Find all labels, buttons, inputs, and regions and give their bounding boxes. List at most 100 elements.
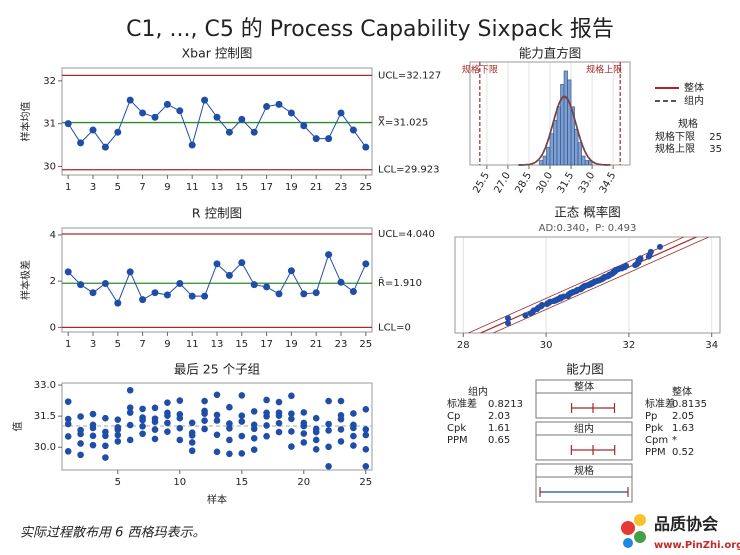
point xyxy=(201,417,208,425)
ucl-label: UCL=4.040 xyxy=(378,229,435,240)
point xyxy=(275,100,283,108)
point xyxy=(226,420,233,427)
point xyxy=(250,281,258,289)
point xyxy=(362,445,370,453)
point xyxy=(201,292,209,300)
spec-table-label: 规格上限 xyxy=(655,142,695,155)
x-tick-label: 32 xyxy=(623,340,636,351)
point xyxy=(238,412,246,420)
y-tick-label: 33.0 xyxy=(34,380,56,391)
x-tick-label: 23 xyxy=(335,339,348,350)
point xyxy=(238,392,246,399)
x-tick-label: 10 xyxy=(173,477,186,488)
x-tick-label: 19 xyxy=(285,339,298,350)
point xyxy=(362,406,370,413)
point xyxy=(312,135,320,143)
point xyxy=(275,290,283,298)
point xyxy=(362,431,370,439)
x-tick-label: 25 xyxy=(359,182,372,193)
x-tick-label: 28 xyxy=(457,340,470,351)
point xyxy=(77,426,84,434)
bar xyxy=(577,142,582,166)
y-axis-label: 样本极差 xyxy=(19,260,32,300)
point xyxy=(163,100,171,108)
point xyxy=(64,433,72,440)
point xyxy=(250,435,258,442)
point xyxy=(362,143,370,151)
point xyxy=(164,419,171,427)
x-tick-label: 34.5 xyxy=(598,171,619,196)
point xyxy=(263,283,271,291)
point xyxy=(213,411,221,419)
point xyxy=(250,408,258,415)
point xyxy=(226,403,233,411)
point xyxy=(139,109,147,117)
point xyxy=(139,405,146,413)
point xyxy=(312,414,320,422)
point xyxy=(325,462,332,470)
point xyxy=(522,312,529,319)
point xyxy=(114,416,122,423)
point xyxy=(300,409,308,416)
x-tick-label: 5 xyxy=(115,477,121,488)
stat-label: 标准差 xyxy=(645,397,675,410)
point xyxy=(350,421,357,429)
point xyxy=(213,391,221,399)
point xyxy=(77,451,84,459)
point xyxy=(201,397,208,405)
point xyxy=(337,438,345,445)
stats-title: 组内 xyxy=(468,385,488,398)
x-tick-label: 19 xyxy=(285,182,298,193)
point xyxy=(188,419,196,427)
spec-label: 规格下限 xyxy=(462,64,498,76)
point xyxy=(238,418,246,425)
point xyxy=(89,289,97,297)
point xyxy=(188,292,196,300)
point xyxy=(238,450,246,457)
spec-table-label: 规格下限 xyxy=(655,130,695,143)
bar xyxy=(574,128,579,166)
point xyxy=(288,392,295,400)
point xyxy=(325,443,332,451)
x-tick-label: 21 xyxy=(310,339,323,350)
point xyxy=(176,279,184,287)
point xyxy=(300,430,308,437)
x-tick-label: 28.5 xyxy=(513,171,534,196)
x-tick-label: 5 xyxy=(115,339,121,350)
point xyxy=(337,412,345,419)
point xyxy=(126,436,134,444)
panel-title: 能力直方图 xyxy=(519,46,582,61)
point xyxy=(114,431,122,439)
point xyxy=(337,397,345,405)
spec-table-value: 25 xyxy=(709,132,722,143)
stat-value: 2.03 xyxy=(488,411,510,422)
stat-label: PPM xyxy=(645,447,666,458)
point xyxy=(505,320,511,327)
bar xyxy=(546,146,551,166)
bar xyxy=(584,160,589,166)
point xyxy=(64,120,72,128)
point xyxy=(126,404,134,411)
point xyxy=(288,410,295,417)
spec-table-title: 规格 xyxy=(678,117,698,130)
box-frame xyxy=(535,379,633,419)
point xyxy=(126,421,134,429)
point xyxy=(312,425,320,433)
point xyxy=(213,113,221,121)
point xyxy=(238,115,246,123)
point xyxy=(250,128,258,136)
x-tick-label: 1 xyxy=(65,182,71,193)
x-tick-label: 27.0 xyxy=(492,171,513,196)
point xyxy=(263,432,270,440)
bar xyxy=(542,155,547,166)
point xyxy=(312,289,320,297)
point xyxy=(263,409,270,417)
point xyxy=(151,426,159,433)
point xyxy=(64,398,72,405)
point xyxy=(637,255,644,262)
point xyxy=(139,422,146,430)
point xyxy=(263,103,271,111)
point xyxy=(226,436,233,444)
point xyxy=(164,428,171,435)
point xyxy=(225,271,233,279)
